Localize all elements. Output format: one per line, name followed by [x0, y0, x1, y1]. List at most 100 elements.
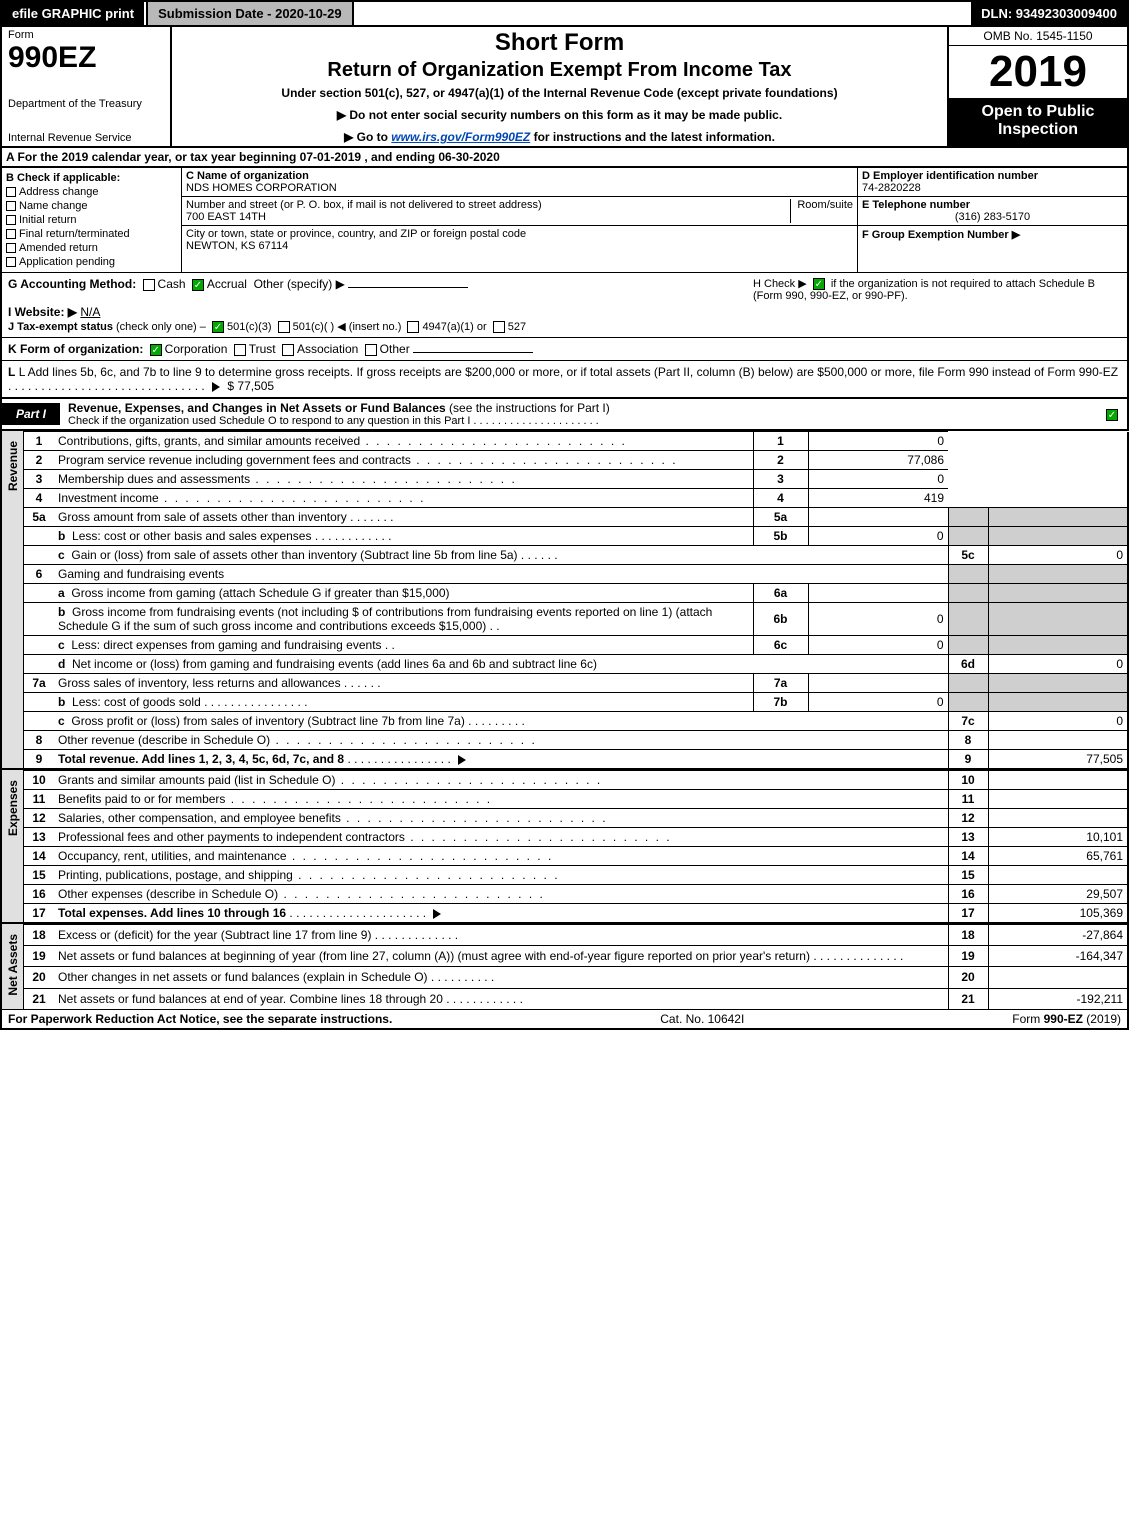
- expenses-side-label: Expenses: [2, 770, 24, 922]
- open-to-inspection: Open to Public Inspection: [949, 99, 1127, 146]
- checkbox-icon[interactable]: [493, 321, 505, 333]
- arrow-icon: [458, 755, 466, 765]
- line-8: 8Other revenue (describe in Schedule O)8: [24, 731, 1128, 750]
- j-label: J Tax-exempt status: [8, 321, 113, 333]
- line-14: 14Occupancy, rent, utilities, and mainte…: [24, 847, 1128, 866]
- b-opt-application-pending[interactable]: Application pending: [6, 256, 177, 268]
- other-specify-input[interactable]: [348, 287, 468, 288]
- efile-print-button[interactable]: efile GRAPHIC print: [2, 2, 146, 25]
- irs-link[interactable]: www.irs.gov/Form990EZ: [391, 130, 530, 144]
- checkbox-icon: [6, 215, 16, 225]
- form-id-block: Form 990EZ Department of the Treasury In…: [2, 27, 172, 146]
- form-number: 990EZ: [8, 41, 164, 75]
- cat-number: Cat. No. 10642I: [660, 1012, 744, 1026]
- g-label: G Accounting Method:: [8, 277, 136, 291]
- checkbox-checked-icon[interactable]: [192, 279, 204, 291]
- checkbox-checked-icon[interactable]: [150, 344, 162, 356]
- checkbox-icon[interactable]: [143, 279, 155, 291]
- website-value: N/A: [80, 305, 100, 319]
- line-18: 18Excess or (deficit) for the year (Subt…: [24, 925, 1128, 946]
- org-name: NDS HOMES CORPORATION: [186, 182, 337, 194]
- form-word: Form: [8, 29, 164, 41]
- b-opt-name-change[interactable]: Name change: [6, 200, 177, 212]
- c-name-label: C Name of organization: [186, 170, 309, 182]
- line-11: 11Benefits paid to or for members11: [24, 790, 1128, 809]
- goto-instructions: ▶ Go to www.irs.gov/Form990EZ for instru…: [178, 130, 941, 144]
- omb-number: OMB No. 1545-1150: [949, 27, 1127, 46]
- i-website-label: I Website: ▶: [8, 305, 77, 319]
- checkbox-checked-icon[interactable]: [1106, 409, 1118, 421]
- h-text2: if the organization is not required to a…: [831, 278, 1095, 290]
- k-form-of-org: K Form of organization: Corporation Trus…: [0, 337, 1129, 360]
- k-label: K Form of organization:: [8, 342, 143, 356]
- b-opt-address-change[interactable]: Address change: [6, 186, 177, 198]
- org-city-cell: City or town, state or province, country…: [182, 226, 857, 254]
- line-6d: d Net income or (loss) from gaming and f…: [24, 655, 1128, 674]
- checkbox-icon[interactable]: [365, 344, 377, 356]
- checkbox-icon[interactable]: [407, 321, 419, 333]
- expenses-table: 10Grants and similar amounts paid (list …: [24, 770, 1129, 922]
- form-header: Form 990EZ Department of the Treasury In…: [0, 25, 1129, 148]
- col-c-org-info: C Name of organization NDS HOMES CORPORA…: [182, 168, 857, 272]
- part-i-check-line: Check if the organization used Schedule …: [68, 415, 1095, 427]
- checkbox-icon[interactable]: [282, 344, 294, 356]
- part-i-title: Revenue, Expenses, and Changes in Net As…: [60, 399, 1103, 429]
- ssn-warning: ▶ Do not enter social security numbers o…: [178, 108, 941, 122]
- line-19: 19Net assets or fund balances at beginni…: [24, 946, 1128, 967]
- checkbox-icon: [6, 229, 16, 239]
- line-9: 9Total revenue. Add lines 1, 2, 3, 4, 5c…: [24, 750, 1128, 769]
- line-6: 6Gaming and fundraising events: [24, 565, 1128, 584]
- form-title-block: Short Form Return of Organization Exempt…: [172, 27, 947, 146]
- line-4: 4Investment income4419: [24, 489, 1128, 508]
- b-opt-amended-return[interactable]: Amended return: [6, 242, 177, 254]
- return-title: Return of Organization Exempt From Incom…: [178, 59, 941, 82]
- checkbox-checked-icon[interactable]: [813, 278, 825, 290]
- h-schedule-b-check: H Check ▶ if the organization is not req…: [747, 273, 1127, 337]
- checkbox-checked-icon[interactable]: [212, 321, 224, 333]
- line-5a: 5aGross amount from sale of assets other…: [24, 508, 1128, 527]
- under-section-text: Under section 501(c), 527, or 4947(a)(1)…: [178, 86, 941, 100]
- org-address-cell: Number and street (or P. O. box, if mail…: [182, 197, 857, 226]
- tel-label: E Telephone number: [862, 199, 970, 211]
- part-i-header: Part I Revenue, Expenses, and Changes in…: [0, 397, 1129, 431]
- line-21: 21Net assets or fund balances at end of …: [24, 988, 1128, 1009]
- top-bar: efile GRAPHIC print Submission Date - 20…: [0, 0, 1129, 25]
- b-opt-final-return[interactable]: Final return/terminated: [6, 228, 177, 240]
- revenue-side-label: Revenue: [2, 431, 24, 768]
- b-label: B Check if applicable:: [6, 172, 177, 184]
- line-16: 16Other expenses (describe in Schedule O…: [24, 885, 1128, 904]
- line-1: 1Contributions, gifts, grants, and simil…: [24, 432, 1128, 451]
- line-20: 20Other changes in net assets or fund ba…: [24, 967, 1128, 988]
- line-2: 2Program service revenue including gover…: [24, 451, 1128, 470]
- revenue-section: Revenue 1Contributions, gifts, grants, a…: [0, 431, 1129, 768]
- expenses-section: Expenses 10Grants and similar amounts pa…: [0, 768, 1129, 922]
- goto-pre: ▶ Go to: [344, 130, 391, 144]
- line-13: 13Professional fees and other payments t…: [24, 828, 1128, 847]
- line-a-tax-year: A For the 2019 calendar year, or tax yea…: [0, 148, 1129, 168]
- city-label: City or town, state or province, country…: [186, 228, 526, 240]
- line-6c: c Less: direct expenses from gaming and …: [24, 636, 1128, 655]
- revenue-table: 1Contributions, gifts, grants, and simil…: [24, 431, 1129, 768]
- g-h-row: G Accounting Method: Cash Accrual Other …: [0, 272, 1129, 337]
- l-text: L Add lines 5b, 6c, and 7b to line 9 to …: [19, 365, 1118, 379]
- l-gross-receipts: L L Add lines 5b, 6c, and 7b to line 9 t…: [0, 360, 1129, 397]
- l-amount: $ 77,505: [227, 379, 274, 393]
- line-5c: c Gain or (loss) from sale of assets oth…: [24, 546, 1128, 565]
- other-org-input[interactable]: [413, 352, 533, 353]
- goto-post: for instructions and the latest informat…: [530, 130, 775, 144]
- line-15: 15Printing, publications, postage, and s…: [24, 866, 1128, 885]
- org-street: 700 EAST 14TH: [186, 211, 266, 223]
- checkbox-icon[interactable]: [278, 321, 290, 333]
- g-accounting-method: G Accounting Method: Cash Accrual Other …: [2, 273, 747, 337]
- line-12: 12Salaries, other compensation, and empl…: [24, 809, 1128, 828]
- group-exemption-label: F Group Exemption Number ▶: [862, 229, 1020, 241]
- j-sub: (check only one) –: [116, 321, 206, 333]
- ein-label: D Employer identification number: [862, 170, 1038, 182]
- tel-value: (316) 283-5170: [862, 211, 1123, 223]
- dln-label: DLN: 93492303009400: [971, 2, 1127, 25]
- net-assets-side-label: Net Assets: [2, 924, 24, 1009]
- checkbox-icon: [6, 201, 16, 211]
- checkbox-icon[interactable]: [234, 344, 246, 356]
- b-opt-initial-return[interactable]: Initial return: [6, 214, 177, 226]
- line-10: 10Grants and similar amounts paid (list …: [24, 771, 1128, 790]
